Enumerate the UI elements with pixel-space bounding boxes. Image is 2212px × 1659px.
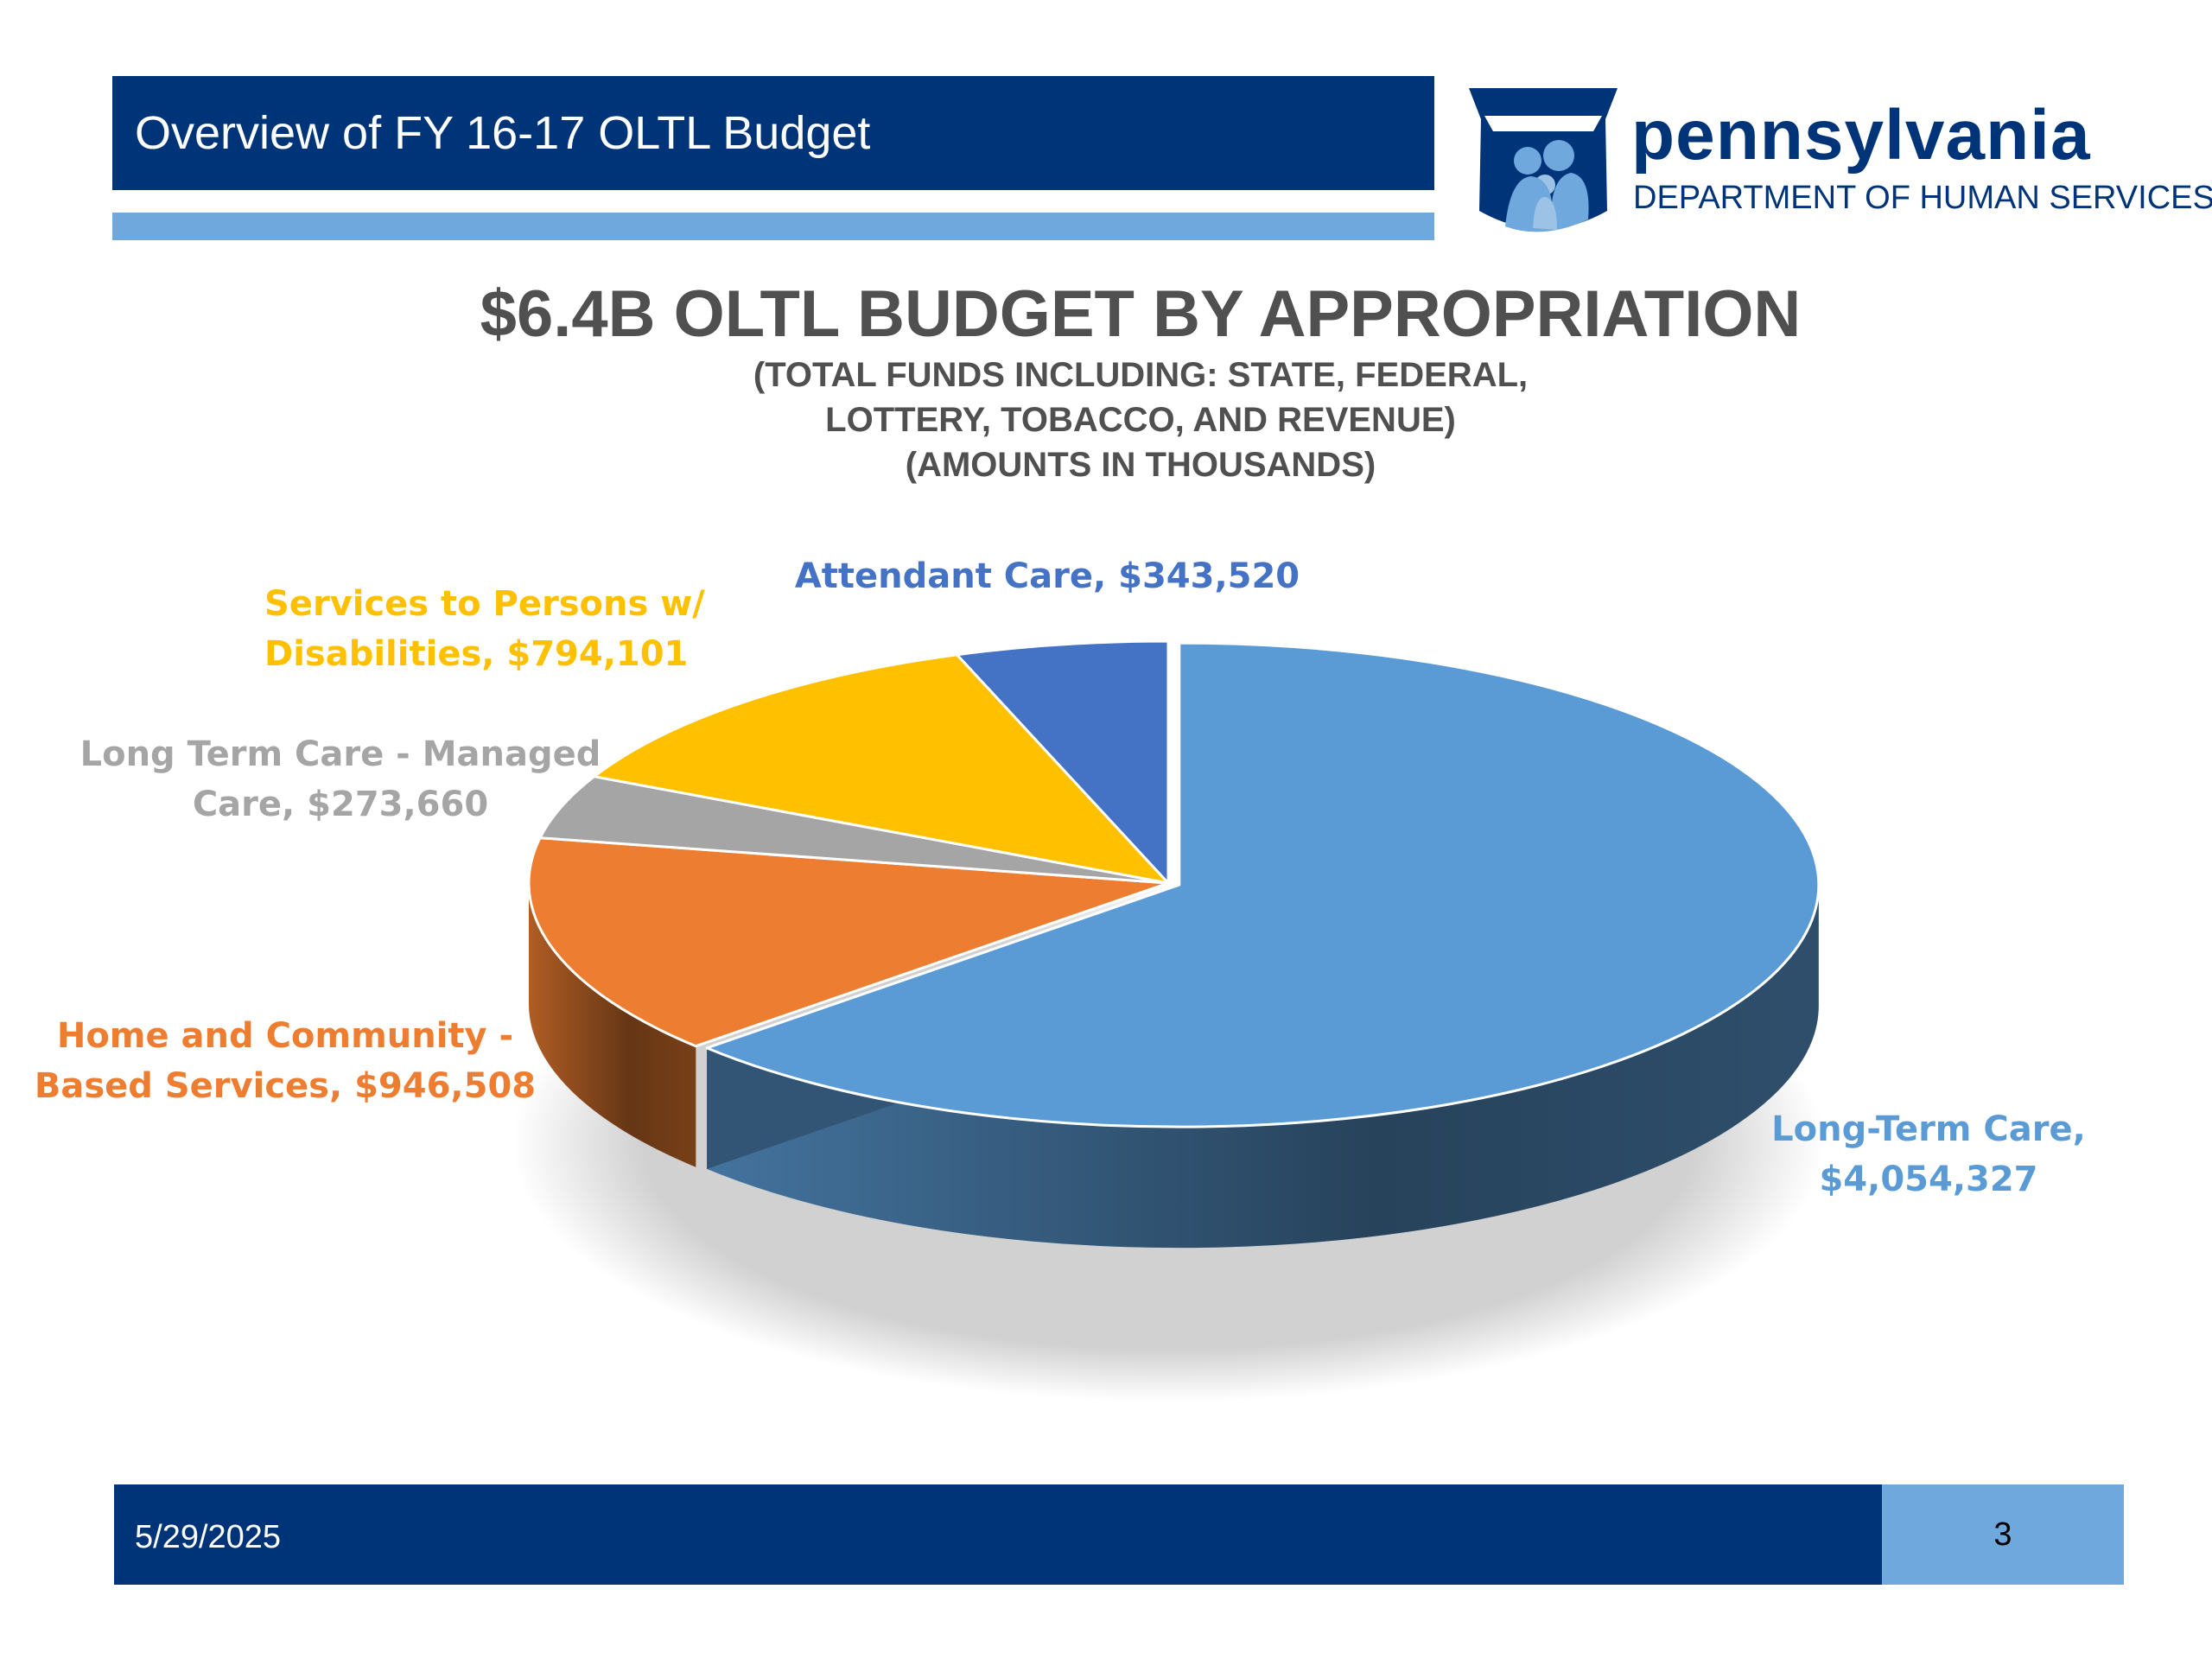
chart-subtitle-line-2: LOTTERY, TOBACCO, AND REVENUE) xyxy=(825,401,1456,439)
logo-department: DEPARTMENT OF HUMAN SERVICES xyxy=(1633,180,2212,216)
slice-label-0: Long-Term Care, $4,054,327 xyxy=(1771,1109,2086,1199)
slice-label-4-line-0: Attendant Care, $343,520 xyxy=(795,556,1300,596)
pa-dhs-logo: pennsylvania DEPARTMENT OF HUMAN SERVICE… xyxy=(1465,81,2212,245)
slice-label-2-line-1: Care, $273,660 xyxy=(193,785,488,824)
pie-slice-3 xyxy=(593,653,1170,885)
slide-title: Overview of FY 16-17 OLTL Budget xyxy=(135,107,871,159)
pie-slice-4 xyxy=(956,639,1170,885)
logo-wordmark: pennsylvania xyxy=(1631,96,2091,175)
chart-title: $6.4B OLTL BUDGET BY APPROPRIATION xyxy=(480,277,1802,351)
header-stripe xyxy=(112,213,1434,240)
pie-labels: Long-Term Care, $4,054,327 Home and Commun… xyxy=(35,556,2086,1199)
pie-slice-0 xyxy=(705,641,1821,1128)
page-number: 3 xyxy=(1882,1484,2124,1585)
pie-slice-2 xyxy=(538,775,1170,885)
slice-label-0-line-0: Long-Term Care, xyxy=(1771,1109,2086,1149)
pie-slice-1 xyxy=(527,836,1170,1048)
slice-label-4: Attendant Care, $343,520 xyxy=(795,556,1300,596)
slice-label-1: Home and Community - Based Services, $946… xyxy=(35,1016,536,1106)
pie-side-shade-1-0 xyxy=(529,883,696,1167)
slice-label-2: Long Term Care - Managed Care, $273,660 xyxy=(80,734,601,824)
keystone-family-icon xyxy=(1469,88,1618,232)
slice-label-3-line-1: Disabilities, $794,101 xyxy=(264,634,688,674)
chart-subtitle-line-3: (AMOUNTS IN THOUSANDS) xyxy=(905,446,1376,484)
slice-label-2-line-0: Long Term Care - Managed xyxy=(80,734,601,774)
pie-side-shade-0-0 xyxy=(707,885,1819,1249)
slice-label-0-line-1: $4,054,327 xyxy=(1819,1160,2037,1199)
header-bar: Overview of FY 16-17 OLTL Budget xyxy=(112,76,1434,190)
pie-tops xyxy=(527,639,1821,1128)
footer-bar: 5/29/2025 xyxy=(114,1484,1882,1585)
chart-subtitle-line-1: (TOTAL FUNDS INCLUDING: STATE, FEDERAL, xyxy=(753,356,1529,394)
slice-label-1-line-0: Home and Community - xyxy=(57,1016,513,1056)
slice-label-3-line-0: Services to Persons w/ xyxy=(264,584,705,624)
footer-date: 5/29/2025 xyxy=(135,1519,282,1555)
slice-label-3: Services to Persons w/Disabilities, $794… xyxy=(264,584,705,674)
slice-label-1-line-1: Based Services, $946,508 xyxy=(35,1066,536,1106)
